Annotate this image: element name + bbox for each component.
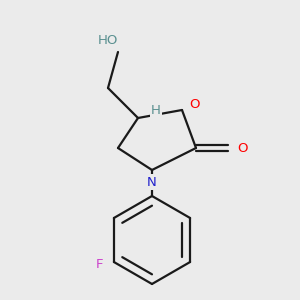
Text: H: H (151, 103, 161, 116)
Text: F: F (96, 257, 103, 271)
Text: O: O (237, 142, 247, 154)
Text: N: N (147, 176, 157, 188)
Text: HO: HO (98, 34, 118, 46)
Text: O: O (189, 98, 199, 110)
